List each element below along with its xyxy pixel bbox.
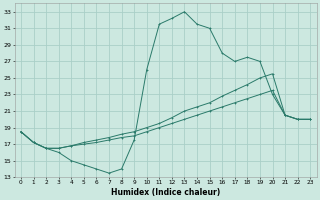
X-axis label: Humidex (Indice chaleur): Humidex (Indice chaleur) [111, 188, 220, 197]
